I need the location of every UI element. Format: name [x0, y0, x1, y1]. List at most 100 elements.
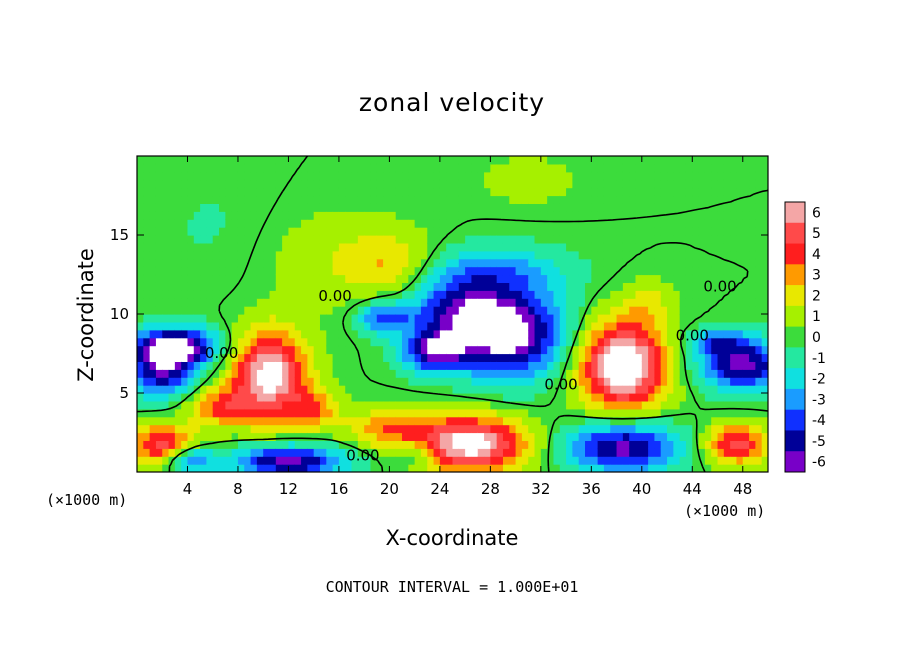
field-cell [446, 369, 454, 378]
field-cell [294, 227, 302, 236]
field-cell [458, 163, 466, 173]
field-cell [168, 329, 176, 339]
field-cell [685, 377, 693, 386]
field-cell [559, 266, 567, 276]
field-cell [509, 329, 517, 339]
field-cell [597, 377, 605, 386]
field-cell [326, 314, 334, 323]
field-cell [692, 400, 700, 410]
field-cell [187, 314, 195, 323]
colorbar-frame [784, 201, 806, 473]
field-cell [610, 400, 618, 410]
field-cell [547, 242, 555, 252]
field-cell [244, 266, 252, 276]
field-cell [534, 203, 542, 212]
field-cell [496, 235, 504, 244]
field-cell [326, 258, 334, 268]
field-cell [345, 416, 353, 426]
field-cell [629, 156, 637, 165]
field-cell [515, 171, 523, 181]
field-cell [610, 211, 618, 220]
field-cell [471, 156, 479, 165]
field-cell [338, 258, 346, 268]
field-cell [376, 298, 384, 307]
field-cell [319, 171, 327, 181]
field-cell [698, 440, 706, 449]
field-cell [212, 456, 220, 465]
field-cell [578, 298, 586, 307]
field-cell [641, 464, 649, 472]
field-cell [137, 448, 144, 457]
field-cell [654, 156, 662, 165]
field-cell [395, 242, 403, 252]
field-cell [452, 416, 460, 426]
field-cell [174, 440, 182, 449]
field-cell [433, 171, 441, 181]
field-cell [168, 314, 176, 323]
field-cell [566, 274, 573, 283]
field-cell [282, 235, 290, 244]
field-cell [458, 424, 466, 434]
field-cell [547, 393, 555, 402]
field-cell [174, 408, 182, 418]
field-cell [635, 227, 643, 236]
field-cell [603, 377, 611, 386]
field-cell [301, 282, 308, 291]
field-cell [275, 163, 283, 173]
field-cell [200, 400, 208, 410]
field-cell [427, 416, 435, 426]
field-cell [477, 274, 485, 283]
field-cell [237, 163, 245, 173]
field-cell [452, 400, 460, 410]
field-cell [553, 337, 561, 347]
field-cell [755, 314, 763, 323]
field-cell [515, 345, 523, 355]
field-cell [723, 377, 731, 386]
field-cell [679, 298, 687, 307]
field-cell [187, 156, 195, 165]
field-cell [490, 156, 498, 165]
field-cell [174, 337, 182, 347]
field-cell [559, 203, 567, 212]
field-cell [622, 219, 630, 228]
field-cell [383, 282, 390, 291]
field-cell [427, 171, 435, 181]
field-cell [742, 464, 750, 472]
field-cell [193, 235, 201, 244]
field-cell [585, 250, 592, 260]
field-cell [704, 298, 712, 307]
field-cell [502, 235, 510, 244]
field-cell [622, 456, 630, 465]
field-cell [736, 424, 744, 434]
colorbar-swatch [785, 451, 805, 473]
field-cell [711, 203, 719, 212]
field-cell [275, 195, 283, 204]
field-cell [326, 187, 334, 197]
field-cell [679, 353, 687, 362]
contour-label: 0.00 [676, 327, 709, 345]
field-cell [496, 337, 504, 347]
field-cell [477, 171, 485, 181]
field-cell [755, 156, 763, 165]
field-cell [250, 408, 258, 418]
field-cell [692, 314, 700, 323]
field-cell [540, 250, 548, 260]
field-cell [641, 266, 649, 276]
field-cell [301, 400, 308, 410]
field-cell [237, 329, 245, 339]
field-cell [622, 369, 630, 378]
field-cell [275, 448, 283, 457]
field-cell [237, 314, 245, 323]
field-cell [711, 274, 719, 283]
field-cell [553, 432, 561, 441]
field-cell [181, 456, 189, 465]
field-cell [553, 369, 561, 378]
field-cell [338, 306, 346, 315]
field-cell [389, 242, 397, 252]
field-cell [452, 337, 460, 347]
field-cell [446, 456, 454, 465]
field-cell [427, 179, 435, 189]
field-cell [496, 219, 504, 228]
field-cell [402, 203, 409, 212]
field-cell [502, 156, 510, 165]
